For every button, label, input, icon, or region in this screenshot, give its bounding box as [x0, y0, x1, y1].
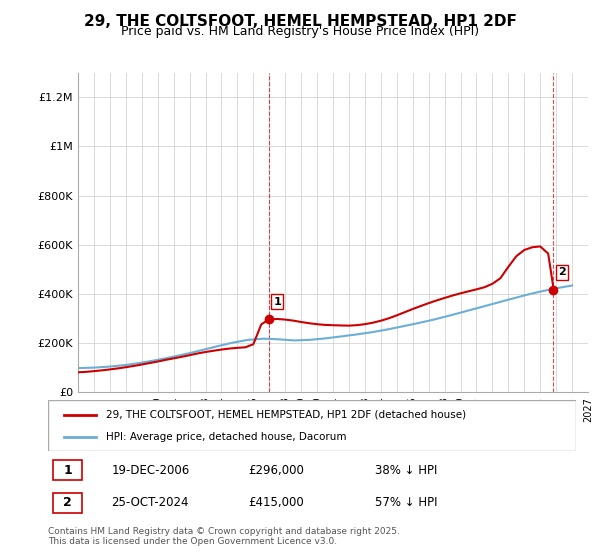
Text: £415,000: £415,000 — [248, 496, 304, 509]
Text: Contains HM Land Registry data © Crown copyright and database right 2025.
This d: Contains HM Land Registry data © Crown c… — [48, 526, 400, 546]
Text: 19-DEC-2006: 19-DEC-2006 — [112, 464, 190, 477]
Text: 38% ↓ HPI: 38% ↓ HPI — [376, 464, 438, 477]
Text: 2: 2 — [558, 267, 566, 277]
Text: 1: 1 — [274, 297, 281, 306]
Text: 25-OCT-2024: 25-OCT-2024 — [112, 496, 189, 509]
Text: 29, THE COLTSFOOT, HEMEL HEMPSTEAD, HP1 2DF (detached house): 29, THE COLTSFOOT, HEMEL HEMPSTEAD, HP1 … — [106, 409, 466, 419]
FancyBboxPatch shape — [53, 460, 82, 480]
Text: 1: 1 — [63, 464, 72, 477]
Text: £296,000: £296,000 — [248, 464, 305, 477]
FancyBboxPatch shape — [53, 493, 82, 513]
Text: Price paid vs. HM Land Registry's House Price Index (HPI): Price paid vs. HM Land Registry's House … — [121, 25, 479, 38]
Text: 29, THE COLTSFOOT, HEMEL HEMPSTEAD, HP1 2DF: 29, THE COLTSFOOT, HEMEL HEMPSTEAD, HP1 … — [83, 14, 517, 29]
Text: 2: 2 — [63, 496, 72, 509]
Text: HPI: Average price, detached house, Dacorum: HPI: Average price, detached house, Daco… — [106, 432, 347, 442]
Text: 57% ↓ HPI: 57% ↓ HPI — [376, 496, 438, 509]
FancyBboxPatch shape — [48, 400, 576, 451]
